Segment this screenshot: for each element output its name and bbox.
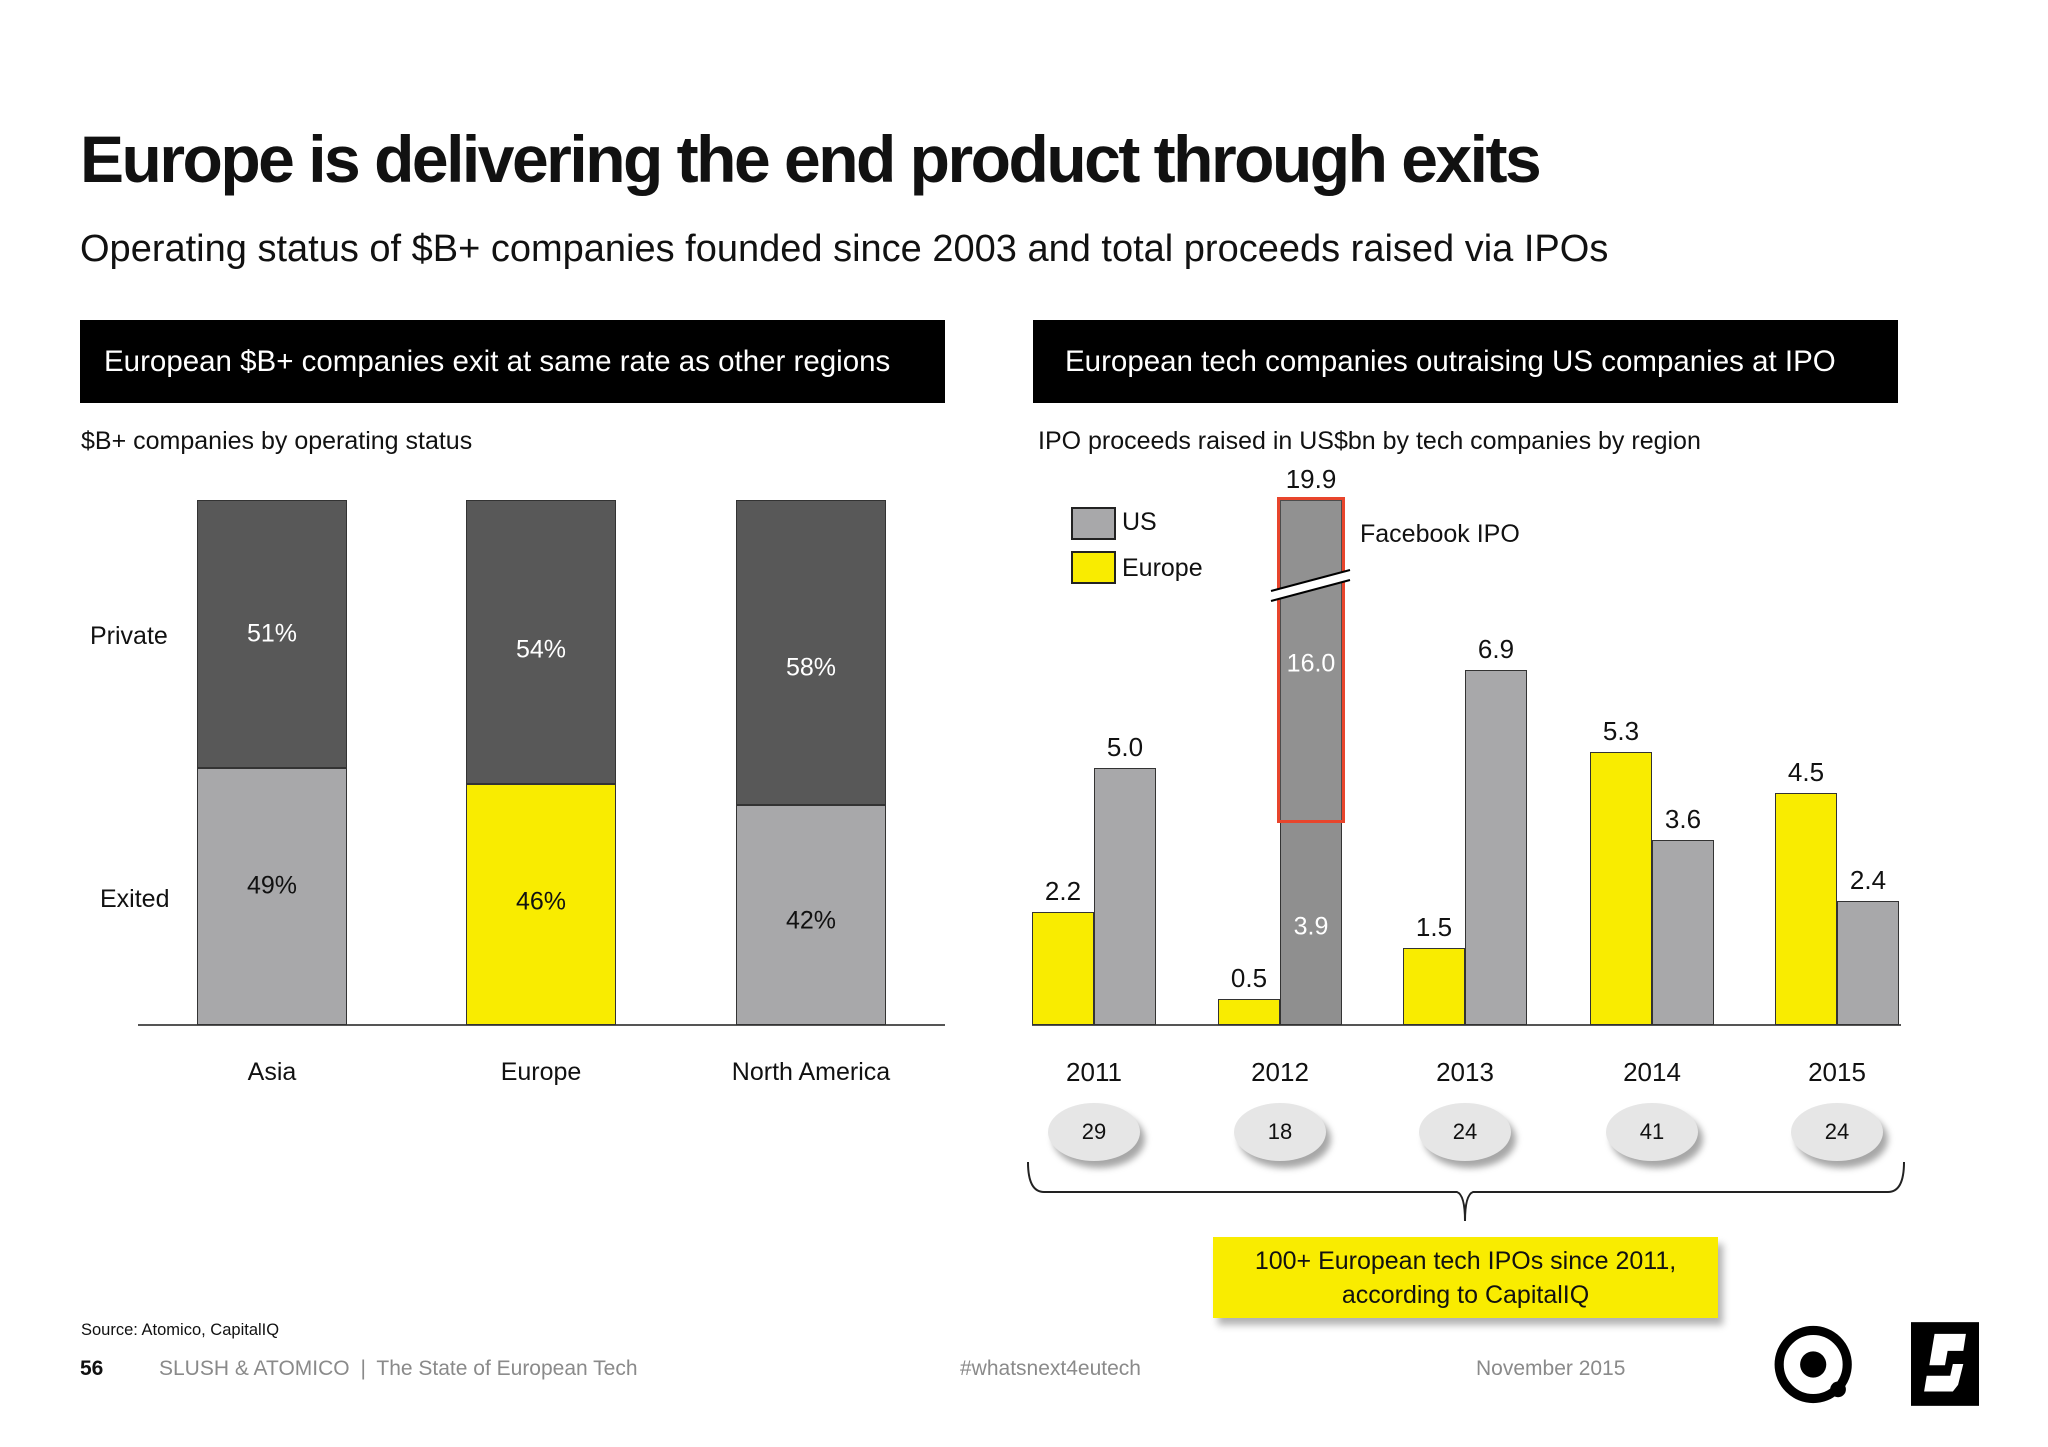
footer-brand: SLUSH & ATOMICO	[159, 1357, 350, 1380]
page-title: Europe is delivering the end product thr…	[80, 122, 1542, 196]
bar-us-2011	[1094, 767, 1156, 1025]
axis-break-mark	[1270, 569, 1351, 602]
callout-box: 100+ European tech IPOs since 2011, acco…	[1213, 1237, 1718, 1318]
right-chart-title: IPO proceeds raised in US$bn by tech com…	[1038, 427, 1701, 455]
page-number: 56	[80, 1357, 104, 1380]
facebook-ipo-annotation: Facebook IPO	[1360, 520, 1520, 548]
ipo-count-bubble-2014: 41	[1606, 1103, 1698, 1161]
value-europe-2013: 1.5	[1415, 911, 1453, 942]
label-private-0: 51%	[246, 619, 298, 648]
legend-label-europe: Europe	[1122, 554, 1203, 582]
year-label-2012: 2012	[1251, 1057, 1309, 1087]
value-us-2011: 5.0	[1106, 731, 1144, 762]
ipo-count-bubble-2013: 24	[1419, 1103, 1511, 1161]
year-label-2015: 2015	[1808, 1057, 1866, 1087]
atomico-logo	[1774, 1325, 1852, 1404]
page-subtitle: Operating status of $B+ companies founde…	[80, 228, 1609, 270]
bar-exited-2	[736, 804, 886, 1025]
value-us-2012: 19.9	[1285, 464, 1337, 494]
ipo-count-bubble-2012: 18	[1234, 1103, 1326, 1161]
ipo-count-bubble-2015: 24	[1791, 1103, 1883, 1161]
bar-exited-0	[197, 767, 347, 1025]
year-label-2014: 2014	[1623, 1057, 1681, 1087]
callout-line-1: 100+ European tech IPOs since 2011,	[1254, 1247, 1677, 1275]
value-europe-2014: 5.3	[1602, 716, 1640, 747]
value-europe-2012: 0.5	[1230, 963, 1268, 994]
source-note: Source: Atomico, CapitalIQ	[81, 1321, 280, 1339]
value-europe-2011: 2.2	[1044, 875, 1082, 906]
bar-us-2013	[1465, 669, 1527, 1025]
footer-credit: SLUSH & ATOMICO | The State of European …	[159, 1357, 638, 1381]
legend-label-us: US	[1122, 508, 1157, 536]
callout-line-2: according to CapitalIQ	[1341, 1281, 1590, 1309]
value-europe-2015: 4.5	[1787, 757, 1825, 788]
bar-private-1	[466, 500, 616, 784]
bar-europe-2011	[1032, 911, 1094, 1025]
stacked-bar-chart: Private Exited 51% 49% Asia 54% 46% Europe 58%…	[0, 0, 1000, 1180]
value-us-2015: 2.4	[1849, 865, 1887, 896]
footer-hashtag: #whatsnext4eutech	[960, 1357, 1141, 1380]
ipo-count-bubble-2011: 29	[1048, 1103, 1140, 1161]
label-exited-2: 42%	[785, 906, 837, 935]
series-label-private: Private	[90, 622, 168, 650]
bar-us-2014	[1652, 839, 1714, 1025]
x-axis-line	[1032, 1024, 1901, 1026]
label-private-1: 54%	[515, 635, 567, 664]
label-exited-1: 46%	[515, 887, 567, 916]
category-label-0: Asia	[247, 1058, 297, 1086]
value-us-2014: 3.6	[1664, 803, 1702, 834]
bar-europe-2015	[1775, 793, 1837, 1025]
legend-swatch-us	[1071, 507, 1116, 540]
value-us-2013: 6.9	[1477, 633, 1515, 664]
value-us-2012-other: 3.9	[1293, 912, 1329, 941]
left-chart-title: $B+ companies by operating status	[81, 427, 473, 455]
bar-europe-2012	[1218, 999, 1280, 1025]
bar-europe-2014	[1590, 752, 1652, 1025]
bar-private-2	[736, 500, 886, 805]
footer-separator: |	[360, 1357, 366, 1380]
left-panel-banner: European $B+ companies exit at same rate…	[80, 320, 945, 403]
label-private-2: 58%	[785, 653, 837, 682]
bar-europe-2013	[1403, 947, 1465, 1025]
bar-private-0	[197, 500, 347, 768]
legend-swatch-europe	[1071, 551, 1116, 584]
brace-connector	[1027, 1161, 1905, 1222]
x-axis-line	[138, 1024, 945, 1026]
year-label-2013: 2013	[1436, 1057, 1494, 1087]
category-label-2: North America	[731, 1058, 891, 1086]
slush-logo	[1911, 1322, 1979, 1406]
value-us-2012-facebook: 16.0	[1286, 649, 1336, 678]
footer-report: The State of European Tech	[376, 1357, 638, 1380]
bar-exited-1	[466, 783, 616, 1025]
facebook-ipo-highlight-box	[1277, 497, 1345, 823]
bar-us-2015	[1837, 901, 1899, 1025]
grouped-bar-chart: US Europe Facebook IPO 2.2 5.0 2011 29 0.5 19…	[1027, 464, 1905, 1222]
footer-date: November 2015	[1476, 1357, 1626, 1380]
label-exited-0: 49%	[246, 871, 298, 900]
right-panel-banner: European tech companies outraising US co…	[1033, 320, 1898, 403]
series-label-exited: Exited	[100, 885, 170, 913]
category-label-1: Europe	[500, 1058, 582, 1086]
year-label-2011: 2011	[1066, 1057, 1122, 1087]
